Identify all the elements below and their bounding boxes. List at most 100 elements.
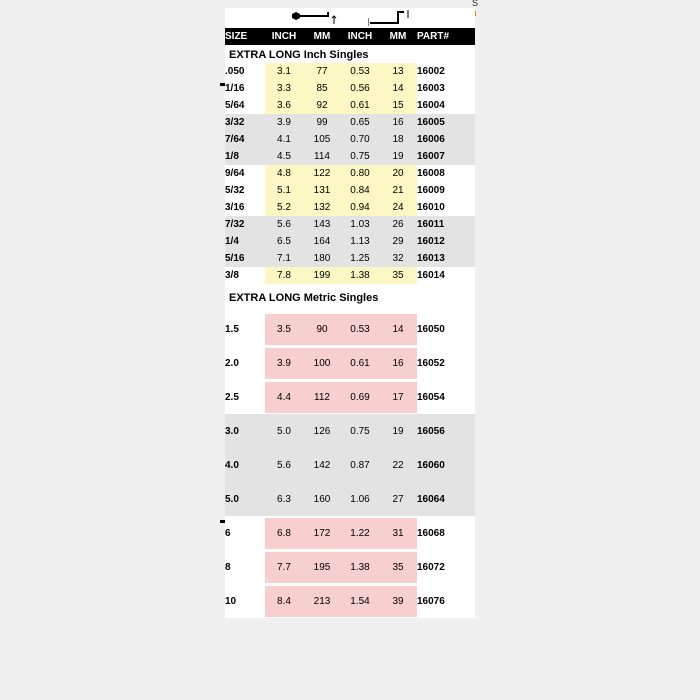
cell-part: 16002	[417, 63, 465, 80]
cell-inch1: 3.1	[265, 63, 303, 80]
table-row: 3/165.21320.942416010	[225, 199, 475, 216]
cell-part: 16003	[417, 80, 465, 97]
cell-inch1: 6.5	[265, 233, 303, 250]
cell-inch1: 4.1	[265, 131, 303, 148]
cell-inch2: 0.94	[341, 199, 379, 216]
header-size: SIZE	[225, 28, 265, 45]
cell-mm1: 172	[303, 518, 341, 549]
cell-mm1: 77	[303, 63, 341, 80]
cell-mm2: 39	[379, 586, 417, 617]
cell-size: 3/16	[225, 199, 265, 216]
cell-inch2: 1.03	[341, 216, 379, 233]
cell-part: 16011	[417, 216, 465, 233]
table-row: 66.81721.223116068	[225, 516, 475, 550]
cell-mm2: 19	[379, 148, 417, 165]
cell-inch1: 8.4	[265, 586, 303, 617]
cell-inch2: 0.70	[341, 131, 379, 148]
cell-size: 1/16	[225, 80, 265, 97]
cell-size: 5.0	[225, 484, 265, 515]
cell-part: 16050	[417, 314, 465, 345]
cell-size: 1/8	[225, 148, 265, 165]
cell-inch2: 0.53	[341, 314, 379, 345]
cell-inch2: 1.06	[341, 484, 379, 515]
cell-mm1: 164	[303, 233, 341, 250]
cell-mm2: 13	[379, 63, 417, 80]
cell-inch1: 4.8	[265, 165, 303, 182]
cell-inch2: 0.87	[341, 450, 379, 481]
cell-part: 16009	[417, 182, 465, 199]
cell-inch1: 5.6	[265, 216, 303, 233]
cell-size: 10	[225, 586, 265, 617]
header-part: PART#	[417, 28, 465, 45]
cell-mm1: 213	[303, 586, 341, 617]
section1-title: EXTRA LONG Inch Singles	[225, 45, 475, 63]
section2-title: EXTRA LONG Metric Singles	[225, 284, 475, 312]
cell-inch2: 0.75	[341, 416, 379, 447]
cell-inch2: 1.22	[341, 518, 379, 549]
cell-part: 16076	[417, 586, 465, 617]
table-row: 87.71951.383516072	[225, 550, 475, 584]
cell-mm1: 132	[303, 199, 341, 216]
cell-mm2: 16	[379, 348, 417, 379]
cell-inch2: 0.61	[341, 348, 379, 379]
cell-size: 2.0	[225, 348, 265, 379]
cell-mm2: 15	[379, 97, 417, 114]
cell-size: 3.0	[225, 416, 265, 447]
cell-mm2: 29	[379, 233, 417, 250]
cell-inch2: 1.38	[341, 267, 379, 284]
cell-size: 7/32	[225, 216, 265, 233]
cell-inch1: 6.3	[265, 484, 303, 515]
table-row: 2.54.41120.691716054	[225, 380, 475, 414]
table-row: 5/643.6920.611516004	[225, 97, 475, 114]
cell-part: 16013	[417, 250, 465, 267]
cell-size: 4.0	[225, 450, 265, 481]
cell-part: 16005	[417, 114, 465, 131]
cell-mm1: 122	[303, 165, 341, 182]
table-row: 7/644.11050.701816006	[225, 131, 475, 148]
hex-key-side-icon	[288, 10, 338, 26]
cell-inch1: 5.0	[265, 416, 303, 447]
cell-inch1: 5.2	[265, 199, 303, 216]
cell-inch2: 0.56	[341, 80, 379, 97]
table-row: .0503.1770.531316002	[225, 63, 475, 80]
cell-size: 3/32	[225, 114, 265, 131]
cell-mm2: 20	[379, 165, 417, 182]
hex-key-bent-icon	[368, 10, 413, 26]
diagram-icons	[225, 8, 475, 28]
cell-size: 1/4	[225, 233, 265, 250]
table-row: 108.42131.543916076	[225, 584, 475, 618]
cell-mm1: 100	[303, 348, 341, 379]
cell-mm2: 17	[379, 382, 417, 413]
table-row: 3.05.01260.751916056	[225, 414, 475, 448]
cell-part: 16054	[417, 382, 465, 413]
table-row: 5/325.11310.842116009	[225, 182, 475, 199]
cell-size: .050	[225, 63, 265, 80]
cell-part: 16056	[417, 416, 465, 447]
cell-inch2: 0.53	[341, 63, 379, 80]
cell-size: 3/8	[225, 267, 265, 284]
table-row: 1/46.51641.132916012	[225, 233, 475, 250]
cell-inch1: 3.9	[265, 114, 303, 131]
cell-inch1: 3.9	[265, 348, 303, 379]
cell-part: 16060	[417, 450, 465, 481]
cell-mm2: 16	[379, 114, 417, 131]
cell-inch1: 7.8	[265, 267, 303, 284]
cell-part: 16064	[417, 484, 465, 515]
table-row: 3/323.9990.651616005	[225, 114, 475, 131]
table-row: 1.53.5900.531416050	[225, 312, 475, 346]
cell-inch2: 1.13	[341, 233, 379, 250]
cell-mm2: 24	[379, 199, 417, 216]
cell-inch1: 3.3	[265, 80, 303, 97]
cell-mm2: 18	[379, 131, 417, 148]
section2-body: 1.53.5900.5314160502.03.91000.6116160522…	[225, 312, 475, 618]
cell-mm1: 199	[303, 267, 341, 284]
cell-mm2: 19	[379, 416, 417, 447]
cell-mm2: 26	[379, 216, 417, 233]
cell-part: 16006	[417, 131, 465, 148]
cell-inch2: 0.75	[341, 148, 379, 165]
cell-size: 6	[225, 518, 265, 549]
corner-s-label: S	[472, 0, 478, 8]
cell-mm1: 143	[303, 216, 341, 233]
cell-size: 8	[225, 552, 265, 583]
cell-mm1: 126	[303, 416, 341, 447]
